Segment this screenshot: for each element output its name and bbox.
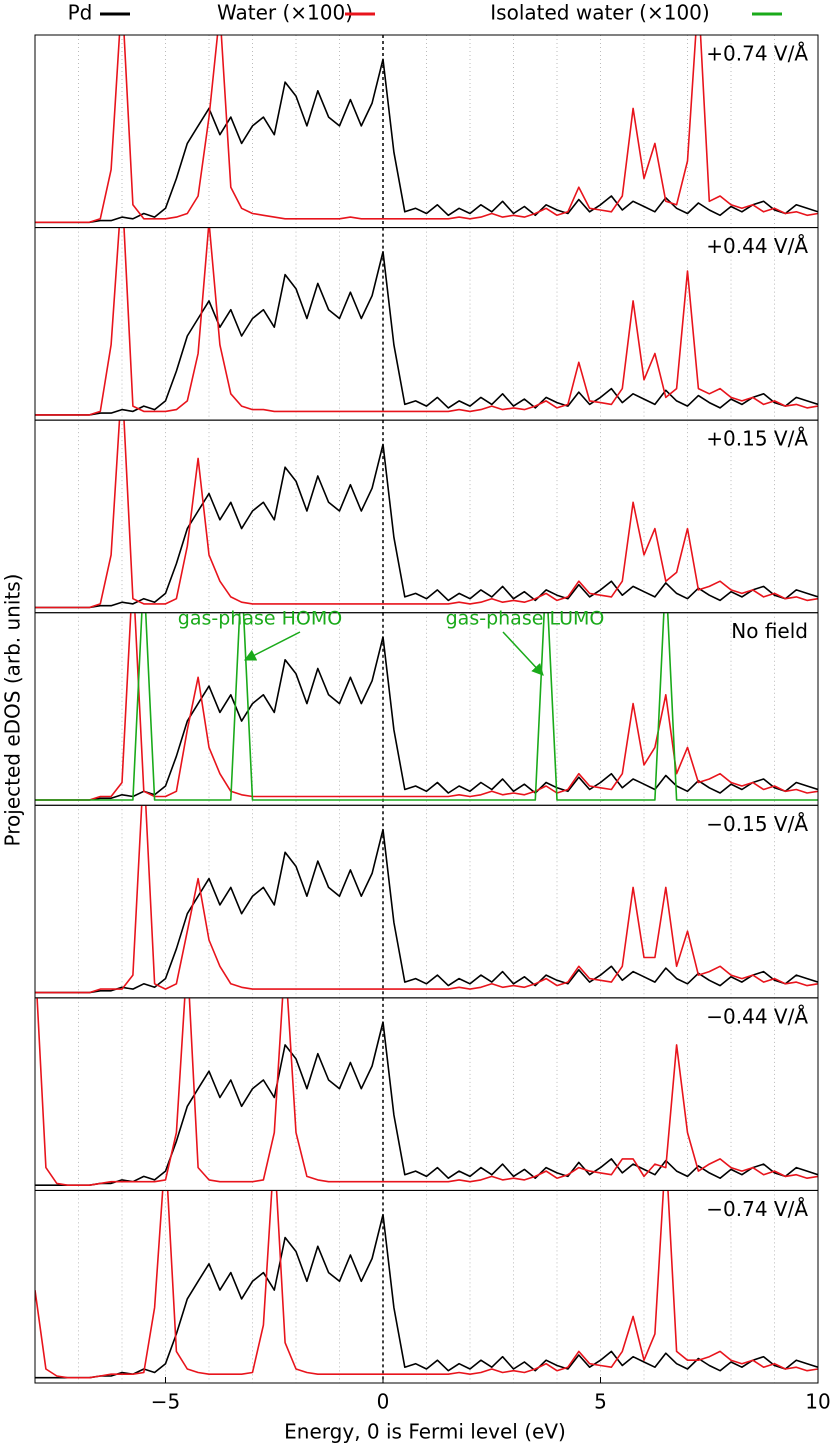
dos-line [35, 828, 818, 994]
dos-line [35, 1213, 818, 1379]
panel-label: +0.15 V/Å [706, 427, 808, 451]
panel [35, 805, 818, 998]
panel-label: +0.44 V/Å [706, 234, 808, 258]
annotation: gas-phase HOMO [178, 608, 342, 630]
panel [35, 420, 818, 613]
y-axis-label: Projected eDOS (arb. units) [1, 574, 25, 847]
panel [35, 227, 818, 421]
legend-label: Pd [68, 1, 93, 25]
panel-label: No field [731, 619, 808, 643]
panel-label: −0.15 V/Å [706, 812, 808, 836]
dos-line [35, 1021, 818, 1186]
panel [35, 612, 818, 806]
dos-line [36, 997, 818, 1186]
legend-label: Isolated water (×100) [490, 1, 709, 25]
dos-line [35, 612, 818, 801]
dos-line [35, 612, 818, 801]
x-tick-label: −5 [151, 1390, 180, 1414]
dos-line [35, 35, 818, 224]
dos-line [35, 805, 818, 994]
panel-label: +0.74 V/Å [706, 42, 808, 66]
annotation-arrow [502, 631, 544, 676]
dos-line [35, 251, 818, 416]
panel [35, 35, 818, 228]
x-tick-label: 0 [377, 1390, 390, 1414]
panel [35, 1190, 818, 1383]
dos-line [35, 443, 818, 609]
legend-label: Water (×100) [217, 1, 353, 25]
panel-label: −0.44 V/Å [706, 1004, 808, 1028]
dos-line [35, 420, 818, 609]
x-axis-label: Energy, 0 is Fermi level (eV) [284, 1420, 566, 1444]
panel-frame [34, 1189, 819, 1384]
dos-line [35, 1190, 818, 1379]
annotation-arrow [243, 631, 301, 661]
panel [35, 997, 818, 1191]
dos-line [35, 227, 818, 416]
annotation: gas-phase LUMO [446, 608, 605, 630]
x-tick-label: 5 [594, 1390, 607, 1414]
dos-line [35, 636, 818, 801]
panel-label: −0.74 V/Å [706, 1197, 808, 1221]
dos-line [35, 58, 818, 224]
x-tick-label: 10 [805, 1390, 830, 1414]
